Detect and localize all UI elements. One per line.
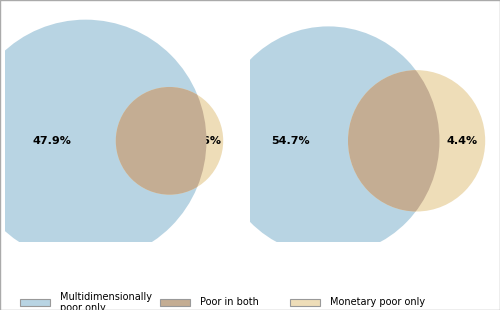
Text: Multidimensionally
poor only: Multidimensionally poor only [60,292,152,310]
Bar [20,299,50,306]
Circle shape [116,87,223,195]
Circle shape [348,70,485,211]
Circle shape [218,26,440,255]
Text: 54.7%: 54.7% [272,136,310,146]
Text: 4.4%: 4.4% [447,136,478,146]
Bar [290,299,320,306]
Text: Monetary poor only: Monetary poor only [330,298,425,308]
Circle shape [348,70,485,211]
Bar [160,299,190,306]
Text: Poor in both: Poor in both [200,298,259,308]
Circle shape [0,20,206,262]
Text: 47.9%: 47.9% [32,136,72,146]
Text: 10.2%: 10.2% [124,136,162,146]
Text: 10.2%: 10.2% [364,136,403,146]
Text: 1.6%: 1.6% [191,136,222,146]
Circle shape [116,87,223,195]
